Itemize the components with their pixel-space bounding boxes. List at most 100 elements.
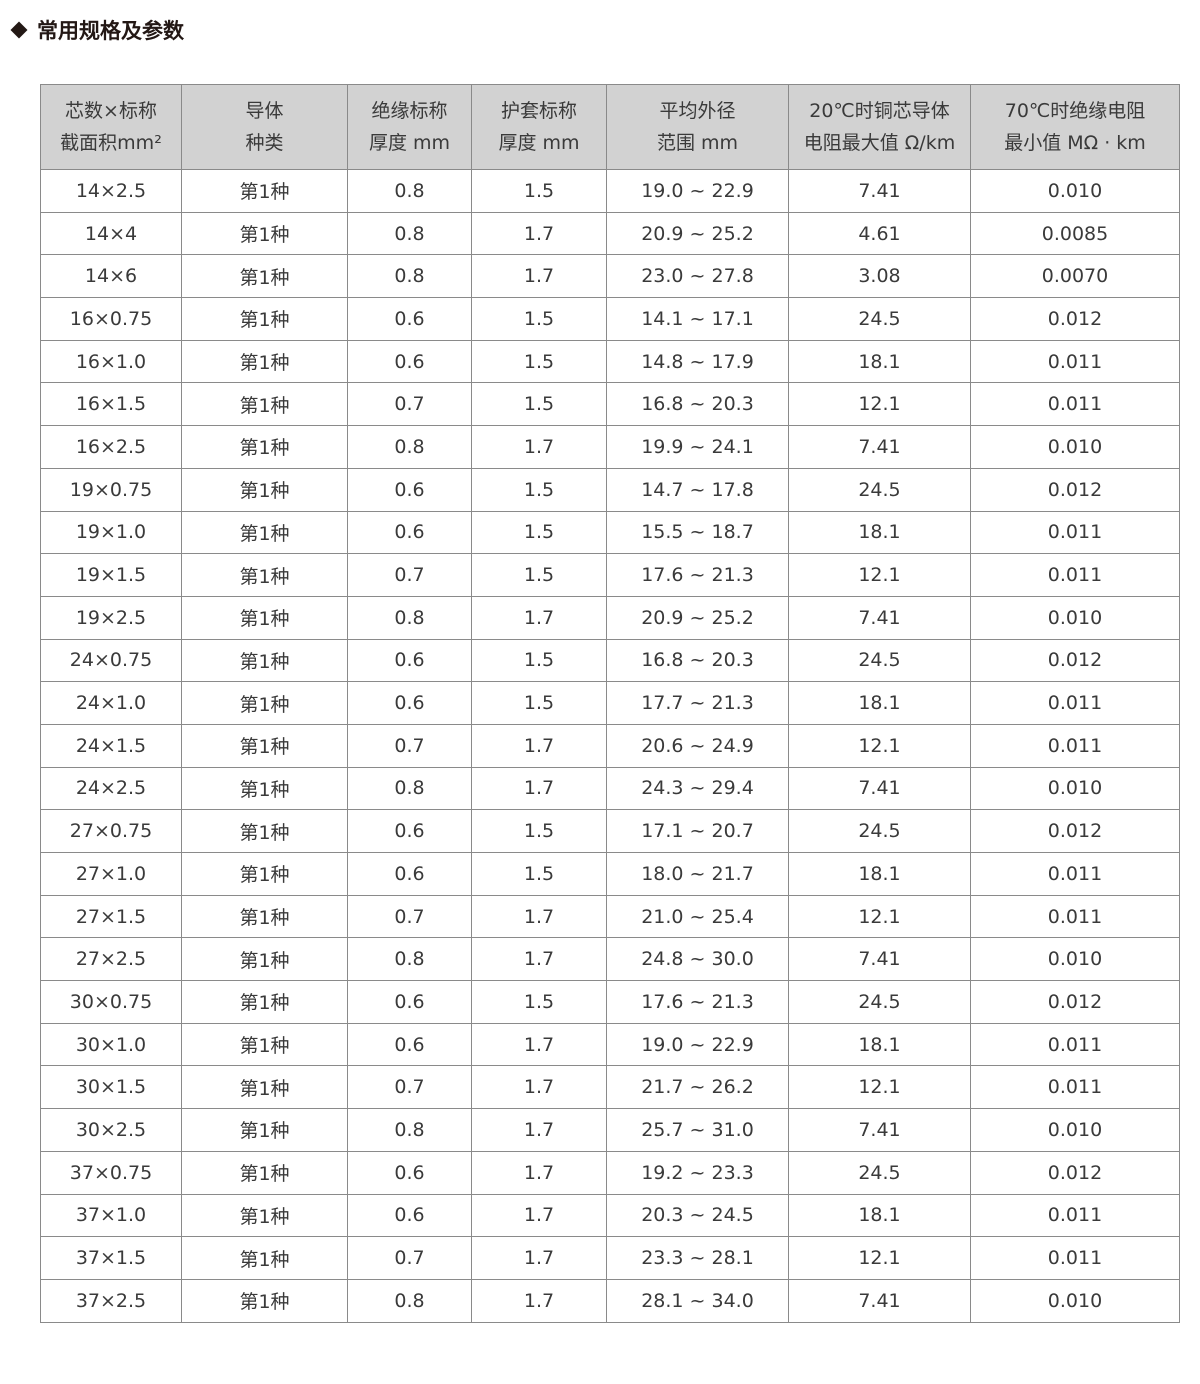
table-row: 30×0.75 第1种 0.6 1.5 17.6 ~ 21.3 24.5 0.012 [40,980,1180,1024]
table-cell: 37×0.75 [40,1150,182,1195]
section-title-text: 常用规格及参数 [37,19,184,43]
table-cell: 27×2.5 [40,937,182,982]
table-row: 27×1.5 第1种 0.7 1.7 21.0 ~ 25.4 12.1 0.011 [40,894,1180,939]
table-cell: 1.5 [471,980,607,1024]
table-cell: 第1种 [181,1108,348,1152]
table-cell: 0.7 [347,1236,472,1280]
table-cell: 第1种 [181,467,348,512]
table-cell: 30×0.75 [40,980,182,1024]
table-cell: 12.1 [788,894,971,939]
table-cell: 7.41 [788,169,971,213]
table-cell: 17.6 ~ 21.3 [606,980,789,1024]
table-row: 30×2.5 第1种 0.8 1.7 25.7 ~ 31.0 7.41 0.010 [40,1108,1180,1152]
table-cell: 1.7 [471,1193,607,1238]
table-cell: 第1种 [181,723,348,768]
column-header-line: 厚度 mm [498,132,580,154]
table-cell: 37×1.5 [40,1236,182,1280]
table-cell: 第1种 [181,297,348,341]
table-cell: 37×1.0 [40,1193,182,1238]
table-cell: 1.5 [471,297,607,341]
table-cell: 16×1.5 [40,382,182,427]
table-cell: 14×6 [40,254,182,299]
table-cell: 0.7 [347,553,472,597]
table-cell: 18.0 ~ 21.7 [606,852,789,896]
table-cell: 0.6 [347,510,472,555]
table-cell: 18.1 [788,339,971,384]
table-cell: 19×2.5 [40,595,182,640]
table-cell: 1.7 [471,1108,607,1152]
table-cell: 第1种 [181,1065,348,1110]
table-row: 30×1.5 第1种 0.7 1.7 21.7 ~ 26.2 12.1 0.011 [40,1065,1180,1110]
column-header-line: 20℃时铜芯导体 [809,100,950,122]
table-cell: 第1种 [181,1278,348,1323]
table-cell: 19×1.5 [40,553,182,597]
table-cell: 24.5 [788,980,971,1024]
table-cell: 0.8 [347,937,472,982]
table-cell: 0.011 [970,1193,1180,1238]
table-cell: 0.8 [347,169,472,213]
table-cell: 0.012 [970,297,1180,341]
table-row: 14×2.5 第1种 0.8 1.5 19.0 ~ 22.9 7.41 0.010 [40,169,1180,213]
table-cell: 24×2.5 [40,766,182,811]
table-cell: 0.8 [347,254,472,299]
table-cell: 12.1 [788,553,971,597]
column-header: 平均外径 范围 mm [606,84,789,170]
table-row: 24×1.5 第1种 0.7 1.7 20.6 ~ 24.9 12.1 0.011 [40,723,1180,768]
table-row: 16×2.5 第1种 0.8 1.7 19.9 ~ 24.1 7.41 0.010 [40,425,1180,469]
table-cell: 0.011 [970,723,1180,768]
table-cell: 7.41 [788,1278,971,1323]
column-header-line: 厚度 mm [368,132,451,154]
table-cell: 0.011 [970,553,1180,597]
column-header: 导体 种类 [181,84,348,170]
table-cell: 20.9 ~ 25.2 [606,211,789,256]
table-cell: 7.41 [788,937,971,982]
table-cell: 15.5 ~ 18.7 [606,510,789,555]
table-row: 14×4 第1种 0.8 1.7 20.9 ~ 25.2 4.61 0.0085 [40,211,1180,256]
table-cell: 24.5 [788,297,971,341]
table-row: 14×6 第1种 0.8 1.7 23.0 ~ 27.8 3.08 0.0070 [40,254,1180,299]
table-cell: 18.1 [788,510,971,555]
table-cell: 7.41 [788,595,971,640]
table-cell: 第1种 [181,638,348,683]
table-cell: 1.7 [471,1065,607,1110]
table-cell: 第1种 [181,681,348,725]
column-header-line: 电阻最大值 Ω/km [803,132,956,154]
table-cell: 0.7 [347,723,472,768]
table-cell: 第1种 [181,1236,348,1280]
table-cell: 0.6 [347,339,472,384]
table-cell: 0.012 [970,809,1180,853]
table-cell: 第1种 [181,510,348,555]
table-cell: 30×1.5 [40,1065,182,1110]
column-header-line: 护套标称 [500,100,577,122]
table-row: 37×2.5 第1种 0.8 1.7 28.1 ~ 34.0 7.41 0.010 [40,1278,1180,1323]
table-cell: 1.5 [471,638,607,683]
table-row: 27×2.5 第1种 0.8 1.7 24.8 ~ 30.0 7.41 0.010 [40,937,1180,982]
table-cell: 第1种 [181,809,348,853]
table-cell: 12.1 [788,723,971,768]
table-cell: 1.7 [471,1278,607,1323]
table-cell: 0.012 [970,467,1180,512]
table-cell: 0.8 [347,766,472,811]
table-cell: 30×1.0 [40,1022,182,1067]
table-cell: 24×1.5 [40,723,182,768]
table-row: 19×1.5 第1种 0.7 1.5 17.6 ~ 21.3 12.1 0.011 [40,553,1180,597]
table-cell: 1.5 [471,382,607,427]
table-cell: 0.011 [970,510,1180,555]
table-cell: 1.7 [471,766,607,811]
table-cell: 3.08 [788,254,971,299]
table-cell: 第1种 [181,894,348,939]
table-cell: 24.5 [788,809,971,853]
table-cell: 14.1 ~ 17.1 [606,297,789,341]
table-cell: 1.7 [471,1022,607,1067]
table-cell: 20.3 ~ 24.5 [606,1193,789,1238]
table-cell: 0.012 [970,638,1180,683]
table-cell: 19×1.0 [40,510,182,555]
table-cell: 18.1 [788,1193,971,1238]
table-row: 37×1.0 第1种 0.6 1.7 20.3 ~ 24.5 18.1 0.011 [40,1193,1180,1238]
table-cell: 1.5 [471,852,607,896]
table-cell: 0.6 [347,467,472,512]
table-cell: 0.010 [970,1108,1180,1152]
table-cell: 0.012 [970,980,1180,1024]
table-cell: 24.3 ~ 29.4 [606,766,789,811]
table-cell: 1.7 [471,894,607,939]
